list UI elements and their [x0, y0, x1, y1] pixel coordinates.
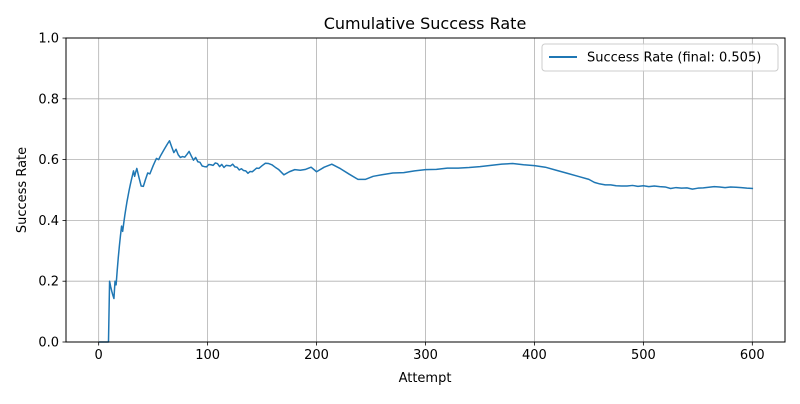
axis-ticks: 0 100 200 300 400 500 600 0.0 0.2 0.4 0.6 0.8 1.0	[38, 32, 764, 364]
y-tick-label: 0.8	[38, 92, 59, 107]
series-lines	[99, 140, 754, 343]
legend-box	[541, 43, 779, 72]
chart-title: Cumulative Success Rate	[324, 14, 527, 33]
y-tick-label: 0.2	[38, 275, 59, 290]
y-tick-label: 0.0	[38, 336, 59, 351]
x-tick-label: 500	[631, 348, 656, 363]
y-tick-label: 1.0	[38, 32, 59, 47]
x-tick-label: 300	[413, 348, 438, 363]
x-tick-label: 600	[740, 348, 765, 363]
legend: Success Rate (final: 0.505)	[541, 43, 779, 72]
legend-label: Success Rate (final: 0.505)	[587, 51, 761, 66]
y-tick-label: 0.4	[38, 214, 59, 229]
x-tick-label: 0	[95, 348, 103, 363]
x-tick-label: 100	[195, 348, 220, 363]
y-axis-label: Success Rate	[15, 147, 30, 233]
y-tick-label: 0.6	[38, 153, 59, 168]
success-rate-line	[99, 140, 754, 343]
x-axis-label: Attempt	[399, 371, 452, 386]
x-tick-label: 200	[304, 348, 329, 363]
x-tick-label: 400	[522, 348, 547, 363]
gridlines	[66, 37, 785, 343]
